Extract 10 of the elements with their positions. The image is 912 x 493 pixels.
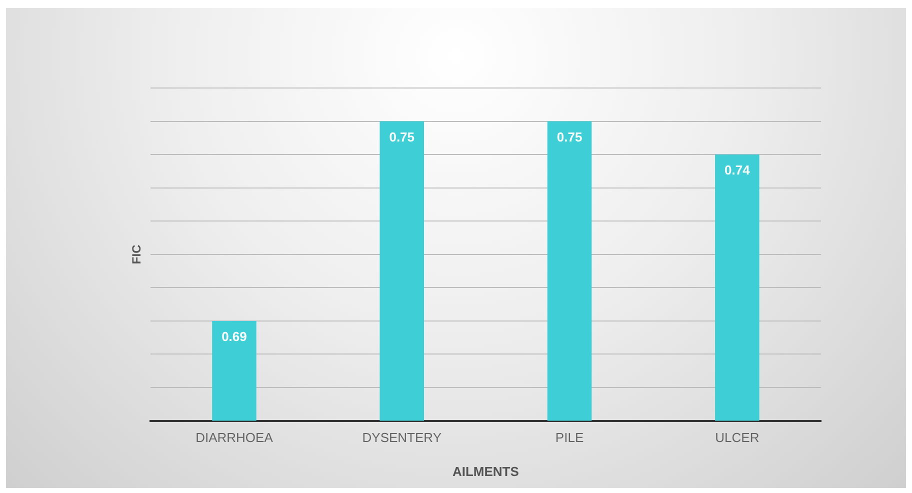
x-tick-label: DYSENTERY [362, 430, 442, 446]
y-axis-title: FIC [130, 244, 144, 264]
data-label: 0.74 [724, 162, 751, 178]
x-tick-label: ULCER [715, 430, 760, 446]
data-label: 0.69 [222, 329, 247, 344]
x-tick-label: DIARRHOEA [196, 430, 274, 446]
x-tick-label: PILE [555, 430, 584, 446]
data-label: 0.75 [556, 129, 582, 144]
data-label: 0.75 [389, 129, 415, 144]
x-axis-title: AILMENTS [452, 464, 520, 479]
